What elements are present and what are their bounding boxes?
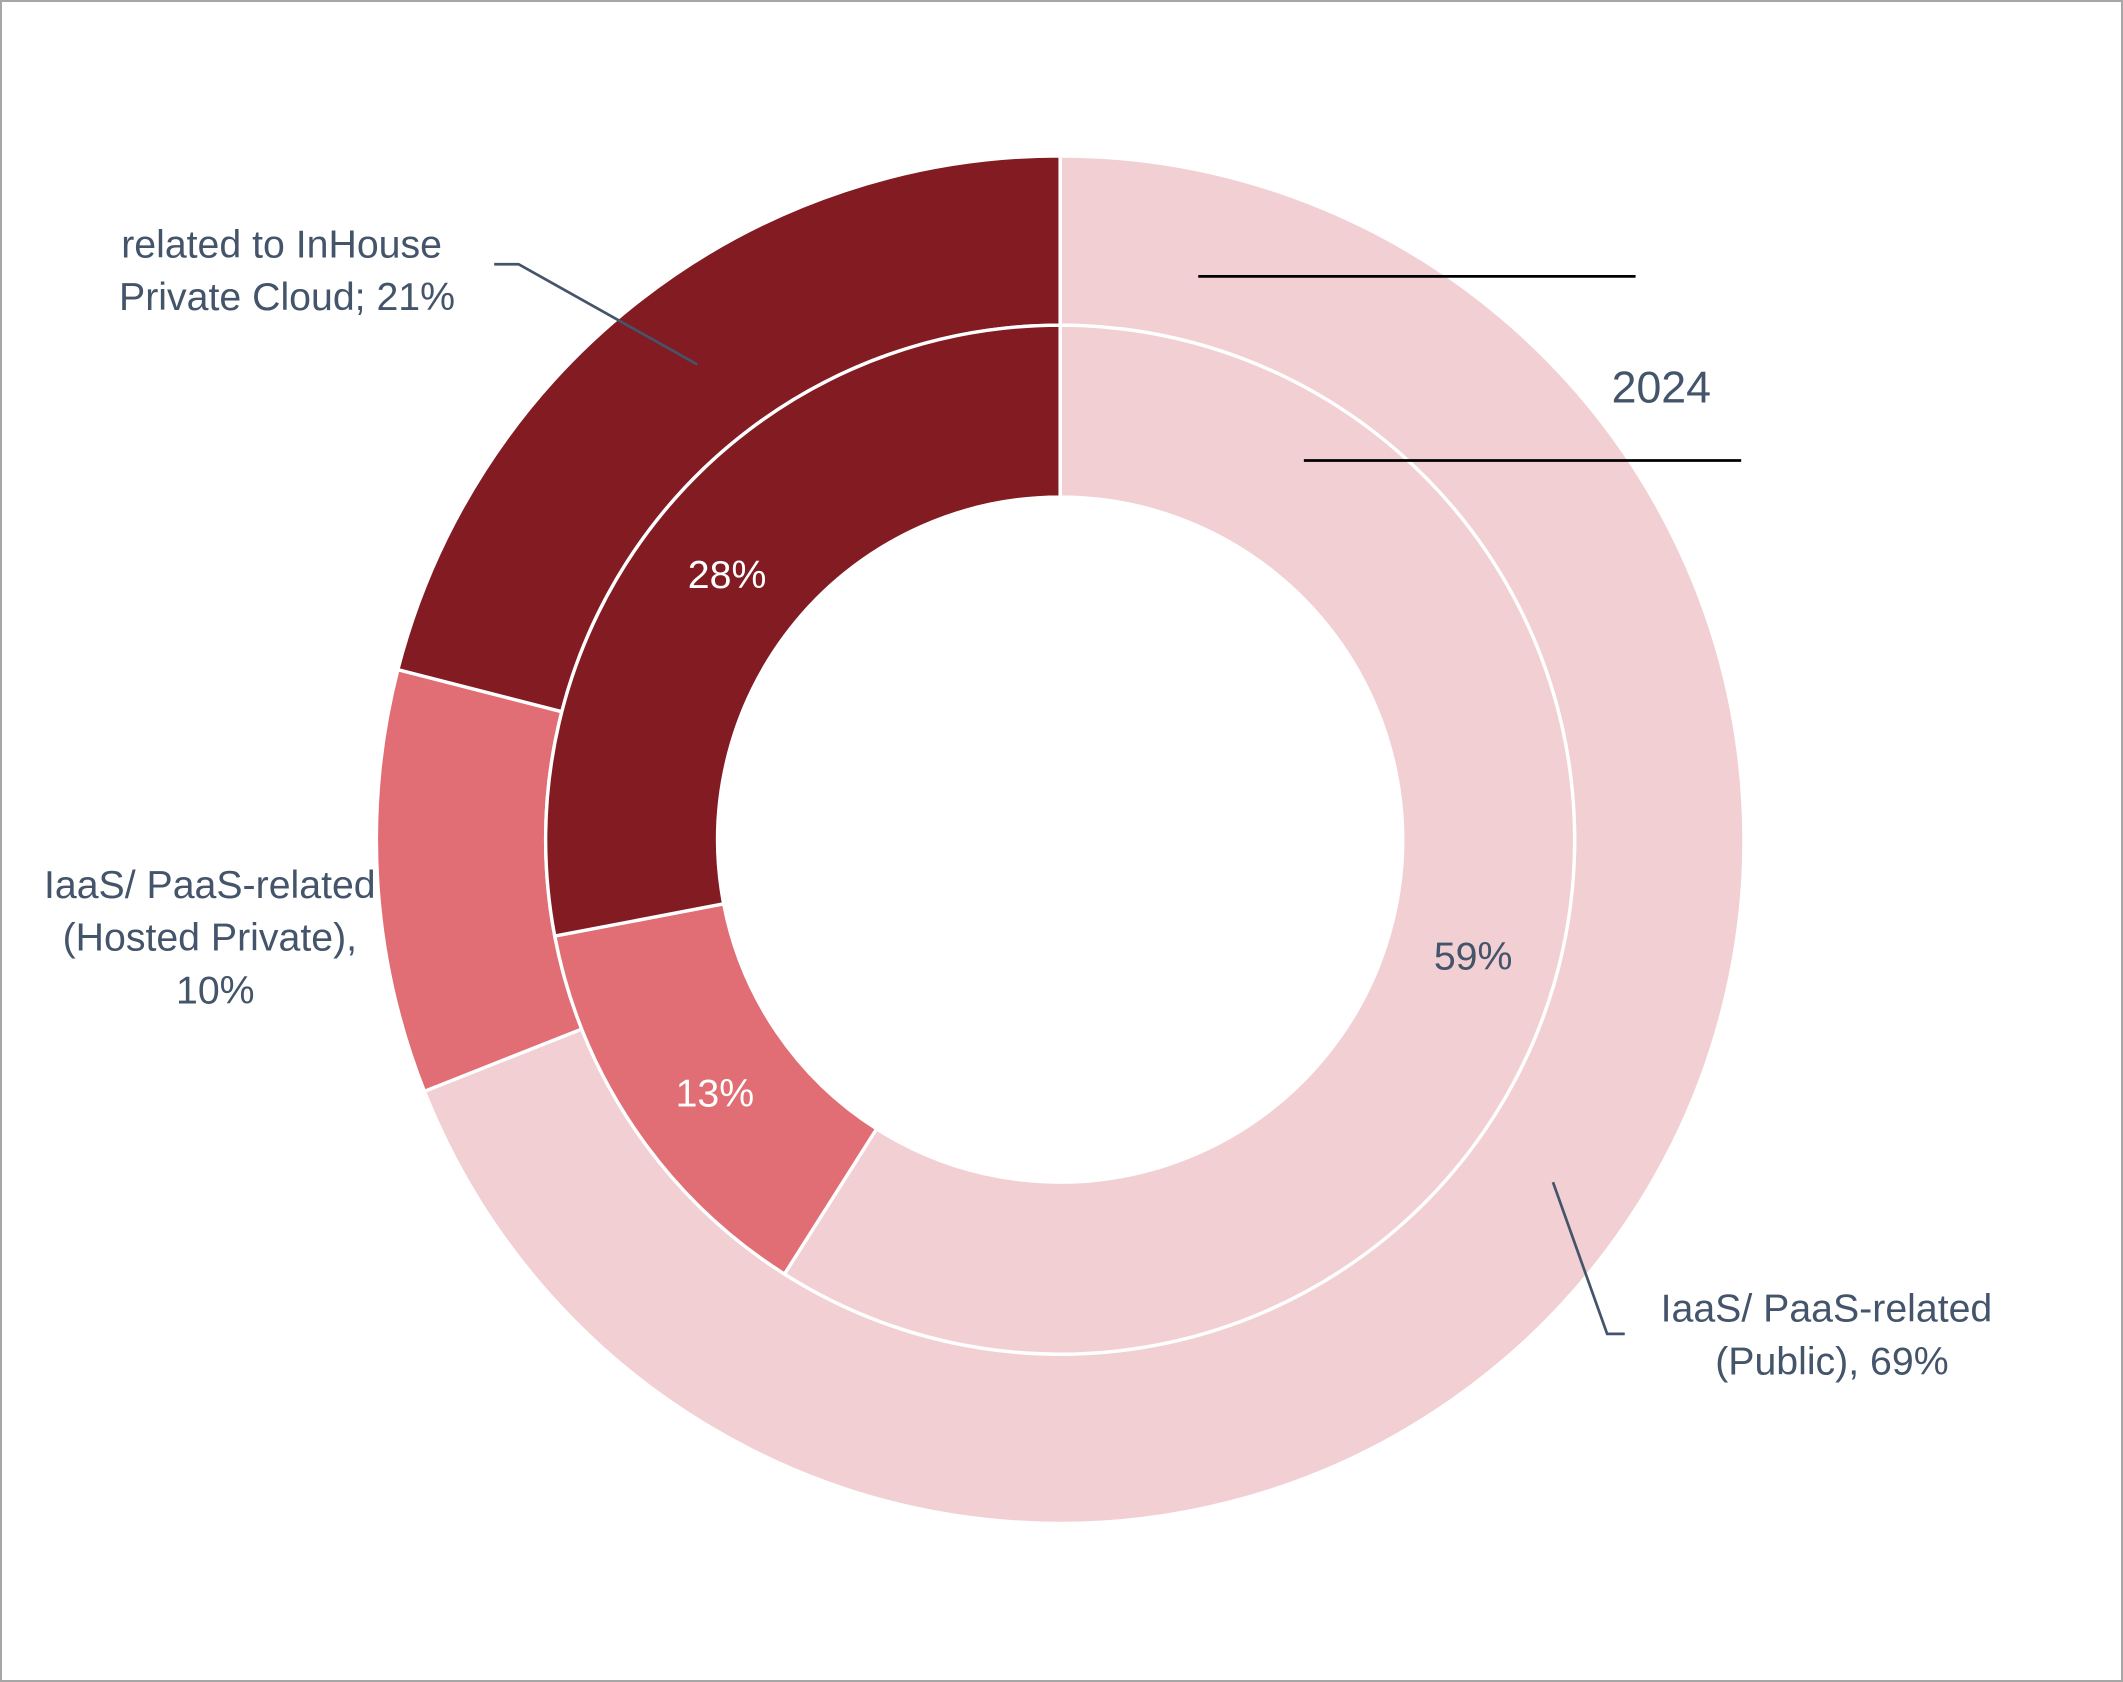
inner-ring [543,323,1577,1356]
inner-ring-slice-public [782,323,1577,1356]
data-label-inner-inhouse: 28% [688,553,767,597]
leader-line-public [1551,1181,1625,1336]
data-label-public: IaaS/ PaaS-related (Public), 69% [1661,1287,2004,1384]
data-label-inner-hosted: 13% [676,1071,755,1115]
data-label-inner-public: 59% [1434,935,1513,979]
data-label-hosted: IaaS/ PaaS-related (Hosted Private), 10% [44,863,387,1013]
series-label-2024: 2024 [1612,363,1711,412]
leader-line-inhouse [494,262,698,366]
inner-ring-slice-inhouse-private-cloud [543,323,1062,939]
data-label-inhouse: related to InHouse Private Cloud; 21% [119,222,455,319]
